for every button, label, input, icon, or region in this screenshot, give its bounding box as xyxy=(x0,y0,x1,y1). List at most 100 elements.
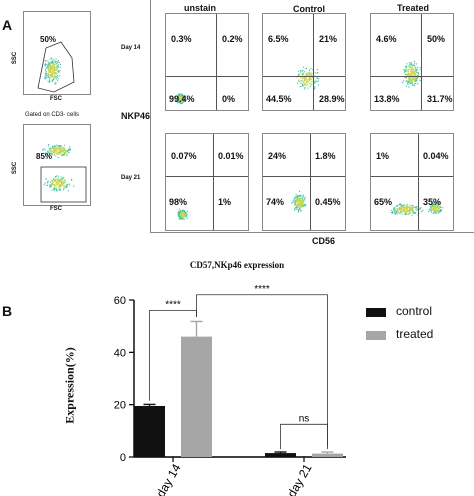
event-dot xyxy=(181,93,183,95)
event-dot xyxy=(412,210,414,212)
event-dot xyxy=(47,182,49,184)
event-dot xyxy=(433,207,435,209)
event-dot xyxy=(412,209,414,211)
event-dot xyxy=(296,82,298,84)
event-dot xyxy=(407,83,409,85)
event-dot xyxy=(409,69,411,71)
event-dot xyxy=(298,207,300,209)
event-dot xyxy=(294,196,296,198)
event-dot xyxy=(42,149,44,151)
event-dot xyxy=(51,66,53,68)
event-dot xyxy=(405,67,407,69)
event-dot xyxy=(56,185,58,187)
event-dot xyxy=(403,210,405,212)
event-dot xyxy=(49,58,51,60)
event-dot xyxy=(302,69,304,71)
event-dot xyxy=(63,149,65,151)
event-dot xyxy=(304,83,306,85)
event-dot xyxy=(394,207,396,209)
event-dot xyxy=(416,209,418,211)
event-dot xyxy=(59,189,61,191)
event-dot xyxy=(59,145,61,147)
event-dot xyxy=(299,70,301,72)
event-dot xyxy=(181,95,183,97)
event-dot xyxy=(43,148,45,150)
event-dot xyxy=(52,148,54,150)
event-dot xyxy=(54,75,56,77)
event-dot xyxy=(435,203,437,205)
event-dot xyxy=(434,207,436,209)
event-dot xyxy=(414,68,416,70)
event-dot xyxy=(432,204,434,206)
event-dot xyxy=(435,213,437,215)
event-dot xyxy=(183,210,185,212)
event-dot xyxy=(318,84,320,86)
event-dot xyxy=(404,211,406,213)
event-dot xyxy=(410,207,412,209)
event-dot xyxy=(44,69,46,71)
event-dot xyxy=(179,99,181,101)
event-dot xyxy=(411,67,413,69)
event-dot xyxy=(301,85,303,87)
event-dot xyxy=(418,74,420,76)
event-dot xyxy=(59,151,61,153)
event-dot xyxy=(182,213,184,215)
event-dot xyxy=(313,81,315,83)
event-dot xyxy=(304,78,306,80)
event-dot xyxy=(64,153,66,155)
event-dot xyxy=(64,182,66,184)
event-dot xyxy=(66,150,68,152)
event-dot xyxy=(417,72,419,74)
event-dot xyxy=(298,196,300,198)
event-dot xyxy=(302,202,304,204)
event-dot xyxy=(50,183,52,185)
event-dot xyxy=(54,68,56,70)
event-dot xyxy=(55,70,57,72)
event-dot xyxy=(296,208,298,210)
event-dot xyxy=(56,175,58,177)
event-dot xyxy=(68,152,70,154)
event-dot xyxy=(53,147,55,149)
event-dot xyxy=(307,74,309,76)
event-dot xyxy=(406,80,408,82)
event-dot xyxy=(300,198,302,200)
event-dot xyxy=(53,184,55,186)
col-title-control: Control xyxy=(293,4,325,14)
event-dot xyxy=(44,76,46,78)
event-dot xyxy=(409,206,411,208)
event-dot xyxy=(50,152,52,154)
event-dot xyxy=(404,210,406,212)
event-dot xyxy=(411,206,413,208)
gating-plot-top: 50% xyxy=(23,11,91,95)
event-dot xyxy=(433,205,435,207)
event-dot xyxy=(415,83,417,85)
event-dot xyxy=(437,210,439,212)
event-dot xyxy=(48,67,50,69)
event-dot xyxy=(181,216,183,218)
event-dot xyxy=(416,80,418,82)
event-dot xyxy=(49,80,51,82)
event-dot xyxy=(396,208,398,210)
event-dot xyxy=(304,88,306,90)
quad-frame-bottom xyxy=(150,232,474,233)
event-dot xyxy=(50,62,52,64)
event-dot xyxy=(433,209,435,211)
event-dot xyxy=(183,215,185,217)
chart-title: CD57,NKp46 expression xyxy=(189,260,285,270)
event-dot xyxy=(301,73,303,75)
event-dot xyxy=(60,180,62,182)
event-dot xyxy=(412,68,414,70)
event-dot xyxy=(180,213,182,215)
event-dot xyxy=(59,181,61,183)
event-dot xyxy=(57,71,59,73)
event-dot xyxy=(61,180,63,182)
event-dot xyxy=(413,65,415,67)
event-dot xyxy=(396,209,398,211)
event-dot xyxy=(410,79,412,81)
event-dot xyxy=(408,79,410,81)
event-dot xyxy=(299,73,301,75)
event-dot xyxy=(401,210,403,212)
event-dot xyxy=(47,80,49,82)
event-dot xyxy=(299,204,301,206)
event-dot xyxy=(60,150,62,152)
